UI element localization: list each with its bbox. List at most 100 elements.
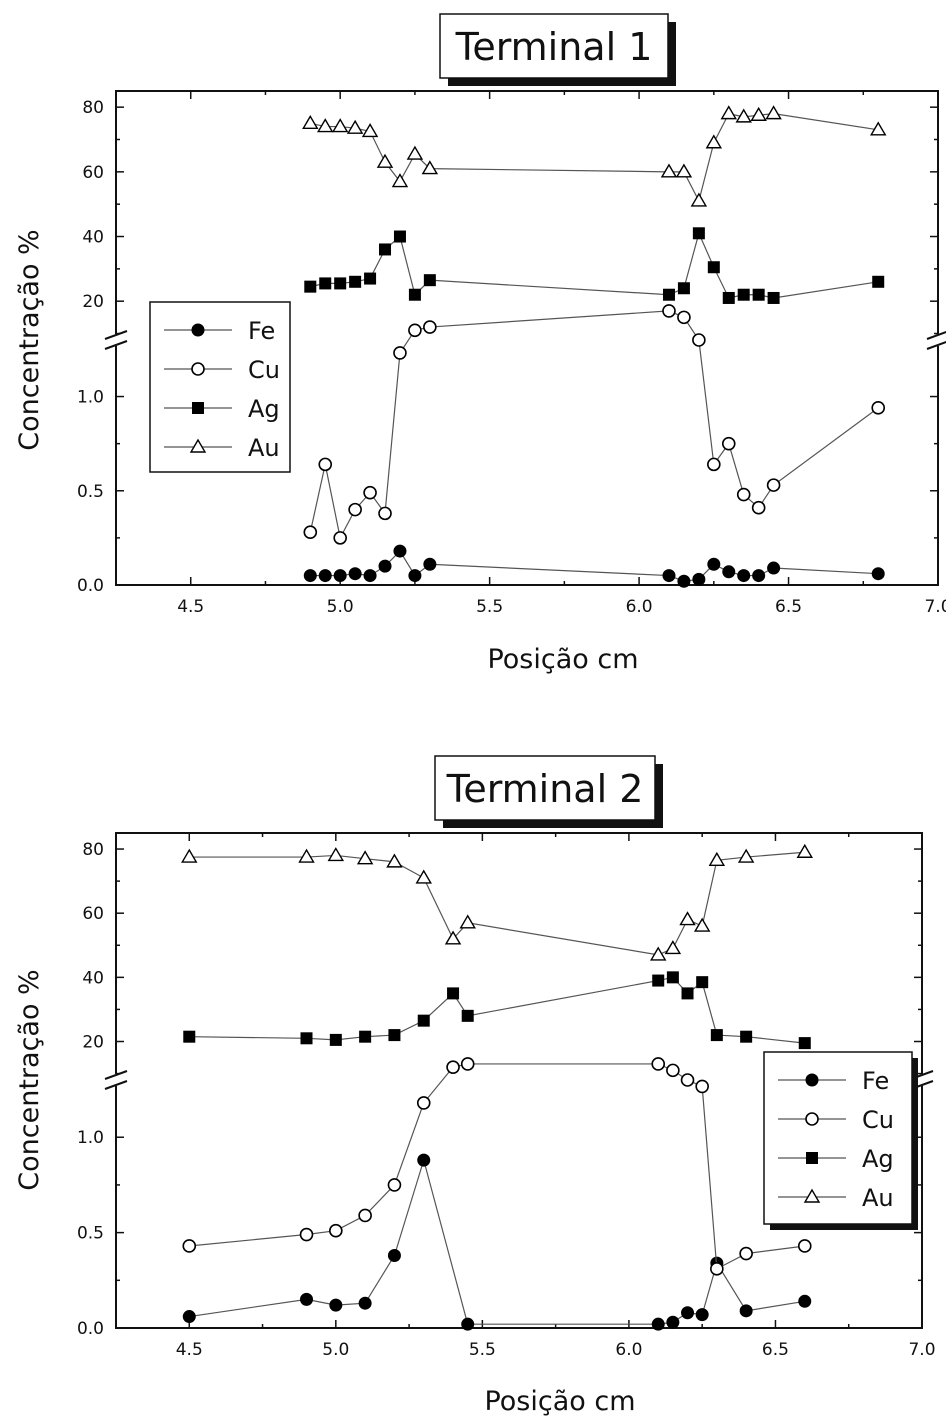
data-point-fe <box>461 1317 475 1331</box>
data-point-au <box>421 160 439 175</box>
data-point-fe <box>358 1296 372 1310</box>
x-tick-label: 6.0 <box>626 597 653 617</box>
data-point-au <box>317 118 334 133</box>
data-point-cu <box>651 1057 666 1071</box>
legend-label-fe: Fe <box>248 317 275 345</box>
data-point-au <box>459 914 476 929</box>
data-point-fe <box>300 1292 314 1306</box>
y-tick-label: 80 <box>82 98 104 118</box>
y-tick-label: 0.0 <box>77 1319 104 1339</box>
data-point-ag <box>737 288 750 301</box>
data-point-au <box>386 853 403 868</box>
series-ag <box>304 227 885 304</box>
y-axis-label: Concentração % <box>14 969 45 1190</box>
data-point-au <box>765 105 782 120</box>
data-point-fe <box>417 1153 431 1167</box>
data-point-au <box>327 847 345 862</box>
data-point-ag <box>379 243 392 256</box>
data-point-fe <box>695 1308 709 1322</box>
data-point-cu <box>710 1262 724 1276</box>
x-axis-label: Posição cm <box>487 644 638 675</box>
series-line-fe <box>189 1157 805 1325</box>
data-point-ag <box>707 261 720 274</box>
chart-terminal-2: Terminal 2 Posição cm Concentração % 4.5… <box>14 755 936 1417</box>
data-point-fe <box>182 1310 196 1324</box>
x-tick-label: 5.5 <box>469 1340 496 1360</box>
data-point-fe <box>408 569 422 583</box>
y-tick-label: 80 <box>82 840 104 860</box>
legend-label-ag: Ag <box>248 395 280 423</box>
data-point-cu <box>707 457 721 472</box>
series-line-cu <box>309 310 879 540</box>
x-tick-label: 6.5 <box>775 597 802 617</box>
x-tick-label: 5.0 <box>322 1340 349 1360</box>
data-point-fe <box>329 1298 343 1312</box>
data-point-ag <box>447 987 460 1000</box>
legend-label-cu: Cu <box>248 356 280 384</box>
data-point-ag <box>300 1032 313 1045</box>
data-point-ag <box>710 1029 723 1042</box>
series-cu <box>303 304 886 545</box>
y-tick-label: 20 <box>82 292 104 312</box>
legend-marker-au <box>189 438 207 453</box>
data-point-fe <box>752 569 766 583</box>
data-point-au <box>690 192 708 207</box>
data-point-ag <box>662 288 675 301</box>
data-point-cu <box>387 1178 402 1192</box>
data-point-ag <box>423 274 436 287</box>
chart-title: Terminal 1 <box>455 25 653 69</box>
legend-label-fe: Fe <box>862 1067 889 1095</box>
data-point-au <box>331 118 349 133</box>
data-point-cu <box>736 487 751 502</box>
x-tick-label: 5.0 <box>327 597 354 617</box>
data-point-cu <box>182 1239 197 1253</box>
data-point-au <box>649 946 667 961</box>
data-point-ag <box>722 291 735 304</box>
y-tick-label: 1.0 <box>77 1128 104 1148</box>
data-point-ag <box>329 1033 342 1046</box>
legend-marker-ag <box>806 1152 818 1164</box>
data-point-ag <box>461 1009 474 1022</box>
data-point-cu <box>378 506 392 521</box>
data-point-au <box>737 848 755 863</box>
y-tick-label: 60 <box>82 904 104 924</box>
data-point-cu <box>393 346 407 360</box>
data-point-fe <box>692 572 706 586</box>
data-point-ag <box>349 275 362 288</box>
data-point-ag <box>364 272 377 285</box>
legend-marker-ag <box>192 402 204 414</box>
data-point-au <box>705 134 723 149</box>
y-tick-label: 40 <box>82 228 104 248</box>
data-point-au <box>346 119 364 134</box>
data-point-ag <box>696 976 709 989</box>
legend-marker-au <box>803 1188 821 1203</box>
data-point-cu <box>299 1227 314 1242</box>
data-point-fe <box>677 574 691 588</box>
series-fe <box>182 1153 812 1331</box>
y-tick-label: 60 <box>82 163 104 183</box>
legend-marker-fe <box>191 323 205 337</box>
series-au <box>302 105 887 207</box>
data-point-au <box>693 917 711 932</box>
data-point-au <box>444 930 462 945</box>
data-point-cu <box>751 500 766 515</box>
data-point-au <box>750 106 767 121</box>
data-point-cu <box>446 1060 460 1074</box>
legend: Fe Cu Ag Au <box>763 1051 918 1230</box>
data-point-fe <box>363 569 377 583</box>
series-au <box>181 843 813 961</box>
x-tick-label: 6.0 <box>615 1340 642 1360</box>
legend: Fe Cu Ag Au <box>149 301 291 473</box>
series-line-ag <box>310 231 879 299</box>
data-point-fe <box>662 569 676 583</box>
legend-label-au: Au <box>248 434 280 462</box>
data-point-ag <box>417 1014 430 1027</box>
axis-break-mark <box>104 1070 128 1090</box>
data-point-au <box>869 121 887 136</box>
data-point-fe <box>767 561 781 575</box>
data-point-cu <box>680 1073 695 1087</box>
data-point-fe <box>737 569 751 583</box>
data-point-ag <box>677 282 690 295</box>
data-point-cu <box>318 457 333 472</box>
